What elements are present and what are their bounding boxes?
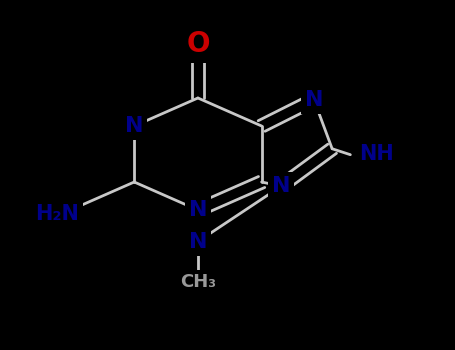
Text: N: N [189, 200, 207, 220]
Text: N: N [125, 116, 143, 136]
Text: N: N [189, 231, 207, 252]
Text: H₂N: H₂N [35, 203, 79, 224]
Text: CH₃: CH₃ [180, 273, 216, 291]
Text: O: O [186, 30, 210, 58]
Text: N: N [272, 176, 290, 196]
Text: NH: NH [359, 144, 394, 164]
Text: N: N [305, 90, 323, 110]
